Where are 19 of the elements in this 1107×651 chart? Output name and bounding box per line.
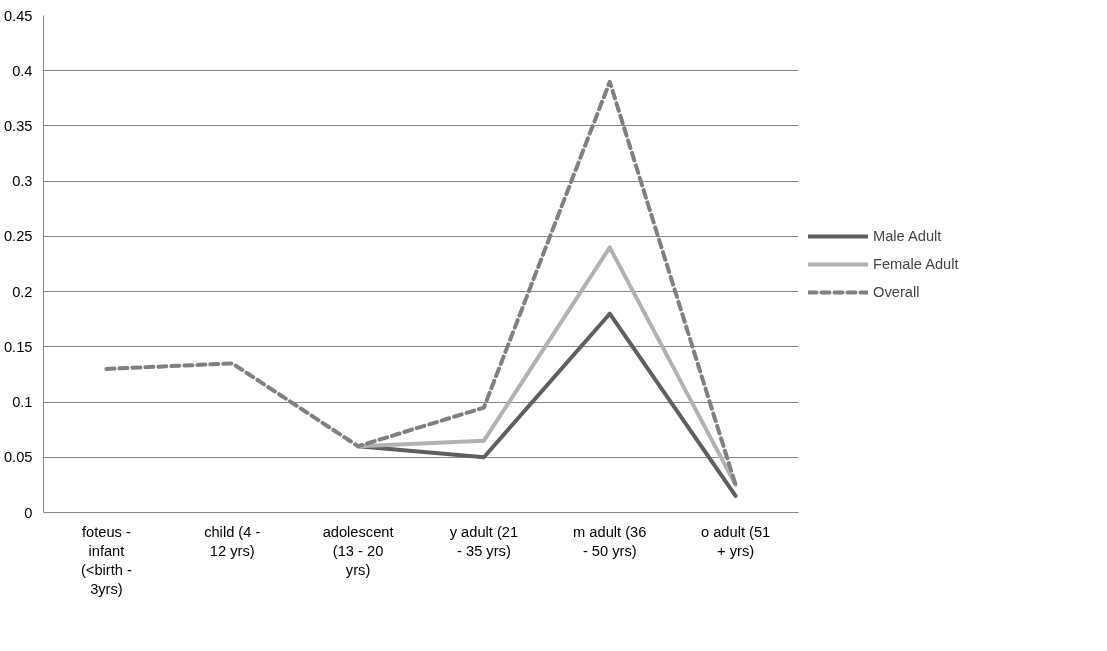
x-tick-label: o adult (51 + yrs)	[700, 523, 771, 559]
legend-label: Overall	[873, 283, 920, 300]
x-tick-label: foteus - infant (<birth - 3yrs)	[80, 523, 132, 598]
y-tick-label: 0.3	[12, 173, 33, 190]
legend-label: Female Adult	[873, 255, 959, 272]
x-tick-label: child (4 - 12 yrs)	[204, 523, 261, 559]
y-tick-label: 0.2	[12, 283, 33, 300]
x-tick-label: y adult (21 - 35 yrs)	[449, 523, 519, 559]
legend-label: Male Adult	[873, 227, 942, 244]
y-tick-label: 0.05	[3, 449, 33, 466]
y-tick-label: 0.35	[3, 117, 33, 134]
x-tick-label: adolescent (13 - 20 yrs)	[322, 523, 394, 578]
x-tick-label: m adult (36 - 50 yrs)	[573, 523, 647, 559]
y-tick-label: 0.45	[3, 7, 33, 24]
y-tick-label: 0.1	[12, 394, 33, 411]
y-tick-label: 0.25	[3, 228, 33, 245]
y-tick-label: 0.4	[12, 62, 33, 79]
y-tick-label: 0	[24, 504, 33, 521]
y-tick-label: 0.15	[3, 338, 33, 355]
